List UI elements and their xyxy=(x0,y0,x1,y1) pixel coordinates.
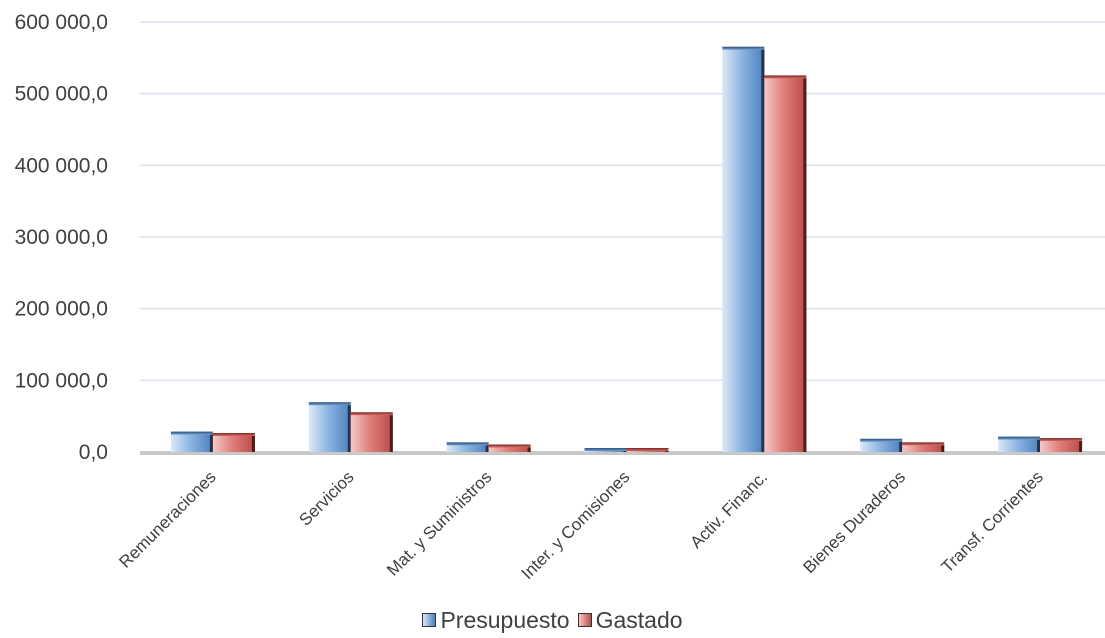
bar-presupuesto-6 xyxy=(998,436,1041,452)
x-tick-label: Remuneraciones xyxy=(115,467,219,571)
y-tick-label: 0,0 xyxy=(79,441,108,464)
legend-item-gastado: Gastado xyxy=(577,606,683,634)
bar-body xyxy=(584,450,627,452)
y-axis: 0,0 100 000,0 200 000,0 300 000,0 400 000,0 5… xyxy=(15,11,108,464)
legend: Presupuesto Gastado xyxy=(0,604,1105,636)
y-tick-label: 200 000,0 xyxy=(15,298,108,321)
bar-edge xyxy=(803,77,807,453)
bar-edge xyxy=(941,444,945,452)
bar-chart: 0,0 100 000,0 200 000,0 300 000,0 400 000,0 5… xyxy=(15,11,1105,583)
bar-body xyxy=(860,441,903,452)
bar-edge xyxy=(251,435,255,452)
bar-top xyxy=(212,433,255,437)
legend-swatch-gastado xyxy=(577,613,592,627)
bar-presupuesto-4 xyxy=(722,46,765,452)
x-tick-label: Inter. y Comisiones xyxy=(518,467,634,583)
bar-body xyxy=(488,446,531,452)
bar-gastado-6 xyxy=(1040,438,1083,452)
bar-gastado-5 xyxy=(902,442,945,452)
bar-body xyxy=(998,439,1041,452)
y-tick-label: 500 000,0 xyxy=(15,83,108,106)
bar-top xyxy=(1040,438,1083,442)
bar-edge xyxy=(761,49,765,452)
y-tick-label: 400 000,0 xyxy=(15,154,108,177)
bar-edge xyxy=(899,441,903,452)
legend-item-presupuesto: Presupuesto xyxy=(422,606,570,634)
bar-gastado-0 xyxy=(212,433,255,452)
bar-gastado-4 xyxy=(764,75,807,453)
bar-top xyxy=(764,75,807,79)
bar-edge xyxy=(1037,439,1041,452)
bar-body xyxy=(308,404,351,452)
bar-presupuesto-0 xyxy=(170,431,213,452)
bar-edge xyxy=(347,404,351,452)
x-tick-label: Servicios xyxy=(295,467,357,529)
bar-top xyxy=(902,442,945,446)
bar-edge xyxy=(1079,440,1083,452)
bar-top xyxy=(626,448,669,451)
bar-body xyxy=(626,450,669,452)
x-tick-label: Transf. Corrientes xyxy=(938,467,1047,576)
bar-body xyxy=(170,434,213,452)
bar-body xyxy=(764,77,807,453)
bar-top xyxy=(722,46,765,50)
bar-body xyxy=(1040,440,1083,452)
bar-edge xyxy=(389,414,393,452)
legend-label-gastado: Gastado xyxy=(595,606,683,633)
bar-edge xyxy=(665,450,669,452)
bar-body xyxy=(350,414,393,452)
chart-floor xyxy=(140,451,1105,455)
x-axis: Remuneraciones Servicios Mat. y Suministro… xyxy=(115,467,1046,583)
bar-body xyxy=(722,49,765,452)
bar-presupuesto-5 xyxy=(860,438,903,452)
bar-top xyxy=(350,412,393,416)
y-tick-label: 600 000,0 xyxy=(15,11,108,34)
bar-presupuesto-2 xyxy=(446,442,489,452)
bar-gastado-1 xyxy=(350,412,393,452)
x-tick-label: Mat. y Suministros xyxy=(383,467,495,579)
bar-body xyxy=(902,444,945,452)
legend-label-presupuesto: Presupuesto xyxy=(440,606,570,633)
bar-top xyxy=(488,444,531,448)
bar-top xyxy=(584,448,627,451)
bar-top xyxy=(998,436,1041,440)
bar-presupuesto-1 xyxy=(308,402,351,452)
bar-top xyxy=(446,442,489,446)
x-tick-label: Activ. Financ. xyxy=(686,467,771,552)
bar-body xyxy=(446,444,489,452)
y-tick-label: 300 000,0 xyxy=(15,226,108,249)
bars xyxy=(170,46,1083,453)
bar-top xyxy=(860,438,903,442)
gridlines xyxy=(140,21,1105,455)
bar-body xyxy=(212,435,255,452)
y-tick-label: 100 000,0 xyxy=(15,369,108,392)
bar-top xyxy=(170,431,213,435)
legend-swatch-presupuesto xyxy=(422,613,437,627)
bar-gastado-3 xyxy=(626,448,669,452)
bar-edge xyxy=(623,450,627,452)
bar-gastado-2 xyxy=(488,444,531,452)
bar-top xyxy=(308,402,351,406)
x-tick-label: Bienes Duraderos xyxy=(799,467,909,577)
bar-edge xyxy=(527,446,531,452)
bar-edge xyxy=(485,444,489,452)
bar-edge xyxy=(209,434,213,452)
bar-presupuesto-3 xyxy=(584,448,627,452)
